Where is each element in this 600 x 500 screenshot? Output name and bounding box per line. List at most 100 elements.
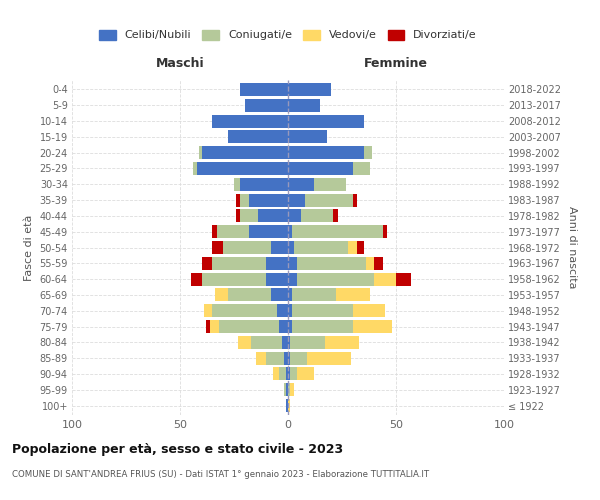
Bar (288, 272, 296, 285)
Bar (288, 352, 290, 364)
Bar (349, 241, 357, 254)
Bar (249, 225, 288, 238)
Bar (288, 320, 292, 333)
Bar (234, 178, 241, 191)
Bar (334, 210, 338, 222)
Bar (258, 210, 288, 222)
Bar (357, 241, 364, 254)
Bar (256, 352, 266, 364)
Bar (288, 225, 292, 238)
Bar (288, 288, 292, 302)
Bar (212, 257, 266, 270)
Bar (281, 336, 288, 349)
Bar (314, 178, 346, 191)
Bar (290, 383, 295, 396)
Bar (280, 320, 288, 333)
Bar (251, 336, 281, 349)
Legend: Celibi/Nubili, Coniugati/e, Vedovi/e, Divorziati/e: Celibi/Nubili, Coniugati/e, Vedovi/e, Di… (95, 26, 481, 45)
Text: COMUNE DI SANT'ANDREA FRIUS (SU) - Dati ISTAT 1° gennaio 2023 - Elaborazione TUT: COMUNE DI SANT'ANDREA FRIUS (SU) - Dati … (12, 470, 429, 479)
Bar (227, 288, 271, 302)
Bar (374, 272, 396, 285)
Bar (212, 241, 223, 254)
Bar (286, 399, 288, 412)
Bar (288, 83, 331, 96)
Bar (353, 304, 385, 317)
Bar (227, 130, 288, 143)
Bar (266, 257, 288, 270)
Bar (286, 383, 288, 396)
Bar (288, 210, 301, 222)
Bar (290, 368, 296, 380)
Bar (288, 130, 327, 143)
Bar (288, 114, 364, 128)
Bar (366, 257, 374, 270)
Bar (210, 320, 219, 333)
Bar (374, 257, 383, 270)
Bar (191, 272, 202, 285)
Bar (288, 257, 296, 270)
Bar (288, 194, 305, 206)
Bar (292, 320, 353, 333)
Bar (296, 368, 314, 380)
Bar (245, 99, 288, 112)
Bar (284, 383, 286, 396)
Bar (288, 368, 290, 380)
Bar (197, 162, 288, 175)
Bar (296, 272, 374, 285)
Bar (288, 162, 353, 175)
Bar (353, 162, 370, 175)
Bar (396, 272, 411, 285)
Bar (273, 368, 280, 380)
Bar (241, 194, 249, 206)
Bar (295, 241, 349, 254)
Bar (288, 178, 314, 191)
Bar (290, 352, 307, 364)
Y-axis label: Fasce di età: Fasce di età (24, 214, 34, 280)
Bar (241, 178, 288, 191)
Bar (335, 288, 370, 302)
Bar (292, 288, 335, 302)
Bar (236, 210, 241, 222)
Bar (193, 162, 197, 175)
Bar (212, 225, 217, 238)
Bar (266, 352, 284, 364)
Bar (271, 241, 288, 254)
Bar (202, 257, 212, 270)
Bar (249, 194, 288, 206)
Bar (241, 210, 258, 222)
Bar (266, 272, 288, 285)
Bar (199, 146, 202, 159)
Bar (202, 146, 288, 159)
Bar (325, 336, 359, 349)
Bar (288, 304, 292, 317)
Bar (353, 194, 357, 206)
Bar (292, 304, 353, 317)
Text: Maschi: Maschi (155, 57, 205, 70)
Y-axis label: Anni di nascita: Anni di nascita (567, 206, 577, 289)
Bar (204, 304, 212, 317)
Bar (215, 288, 227, 302)
Bar (292, 225, 383, 238)
Bar (288, 383, 290, 396)
Text: Femmine: Femmine (364, 57, 428, 70)
Bar (364, 146, 372, 159)
Bar (280, 368, 286, 380)
Bar (217, 225, 249, 238)
Bar (212, 304, 277, 317)
Bar (290, 336, 325, 349)
Bar (238, 336, 251, 349)
Bar (288, 99, 320, 112)
Bar (206, 320, 210, 333)
Bar (288, 399, 290, 412)
Bar (301, 210, 334, 222)
Bar (219, 320, 280, 333)
Text: Popolazione per età, sesso e stato civile - 2023: Popolazione per età, sesso e stato civil… (12, 442, 343, 456)
Bar (236, 194, 241, 206)
Bar (212, 114, 288, 128)
Bar (241, 83, 288, 96)
Bar (288, 241, 295, 254)
Bar (277, 304, 288, 317)
Bar (296, 257, 366, 270)
Bar (305, 194, 353, 206)
Bar (284, 352, 288, 364)
